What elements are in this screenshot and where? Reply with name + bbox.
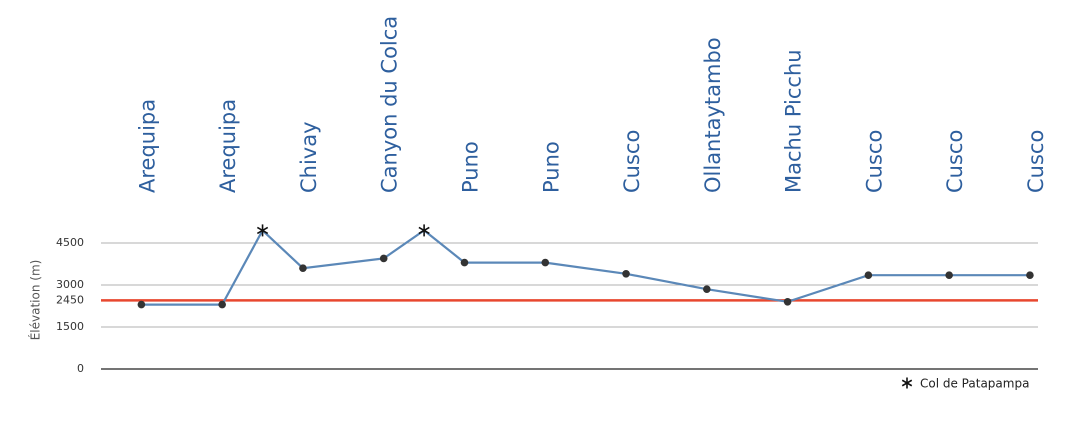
category-label: Cusco	[620, 130, 644, 193]
point	[379, 254, 388, 263]
category-label: Ollantaytambo	[701, 37, 725, 193]
category-label: Arequipa	[135, 99, 159, 193]
asterisk-stroke	[418, 226, 430, 235]
category-label: Canyon du Colca	[378, 16, 402, 193]
category-label: Puno	[539, 141, 563, 193]
point	[299, 264, 307, 273]
asterisk-marker	[901, 377, 913, 389]
asterisk-marker	[418, 224, 430, 237]
y-tick-label: 2450	[56, 293, 84, 306]
point	[783, 298, 792, 306]
category-label: Arequipa	[216, 99, 240, 193]
category-label: Machu Picchu	[782, 49, 806, 193]
category-label: Cusco	[943, 130, 967, 193]
point	[137, 300, 146, 309]
y-tick-label: 3000	[56, 278, 84, 291]
point	[945, 271, 953, 280]
elevation-line	[141, 228, 1030, 306]
category-label: Cusco	[862, 130, 886, 193]
y-axis-label: Élévation (m)	[28, 260, 43, 341]
point	[460, 258, 469, 267]
point	[864, 271, 873, 280]
category-label: Cusco	[1024, 130, 1048, 193]
category-label: Chivay	[297, 121, 321, 193]
asterisk-stroke	[901, 379, 913, 387]
point	[1026, 271, 1034, 280]
point	[541, 258, 550, 267]
category-label: Puno	[458, 141, 482, 193]
y-tick-label: 1500	[56, 320, 84, 333]
asterisk-stroke	[256, 226, 269, 235]
asterisk-marker	[256, 224, 269, 237]
point	[703, 285, 711, 294]
point	[218, 300, 226, 309]
y-tick-label: 0	[77, 362, 84, 375]
y-tick-label: 4500	[56, 236, 84, 249]
legend-label: Col de Patapampa	[920, 377, 1029, 391]
point	[622, 270, 630, 278]
